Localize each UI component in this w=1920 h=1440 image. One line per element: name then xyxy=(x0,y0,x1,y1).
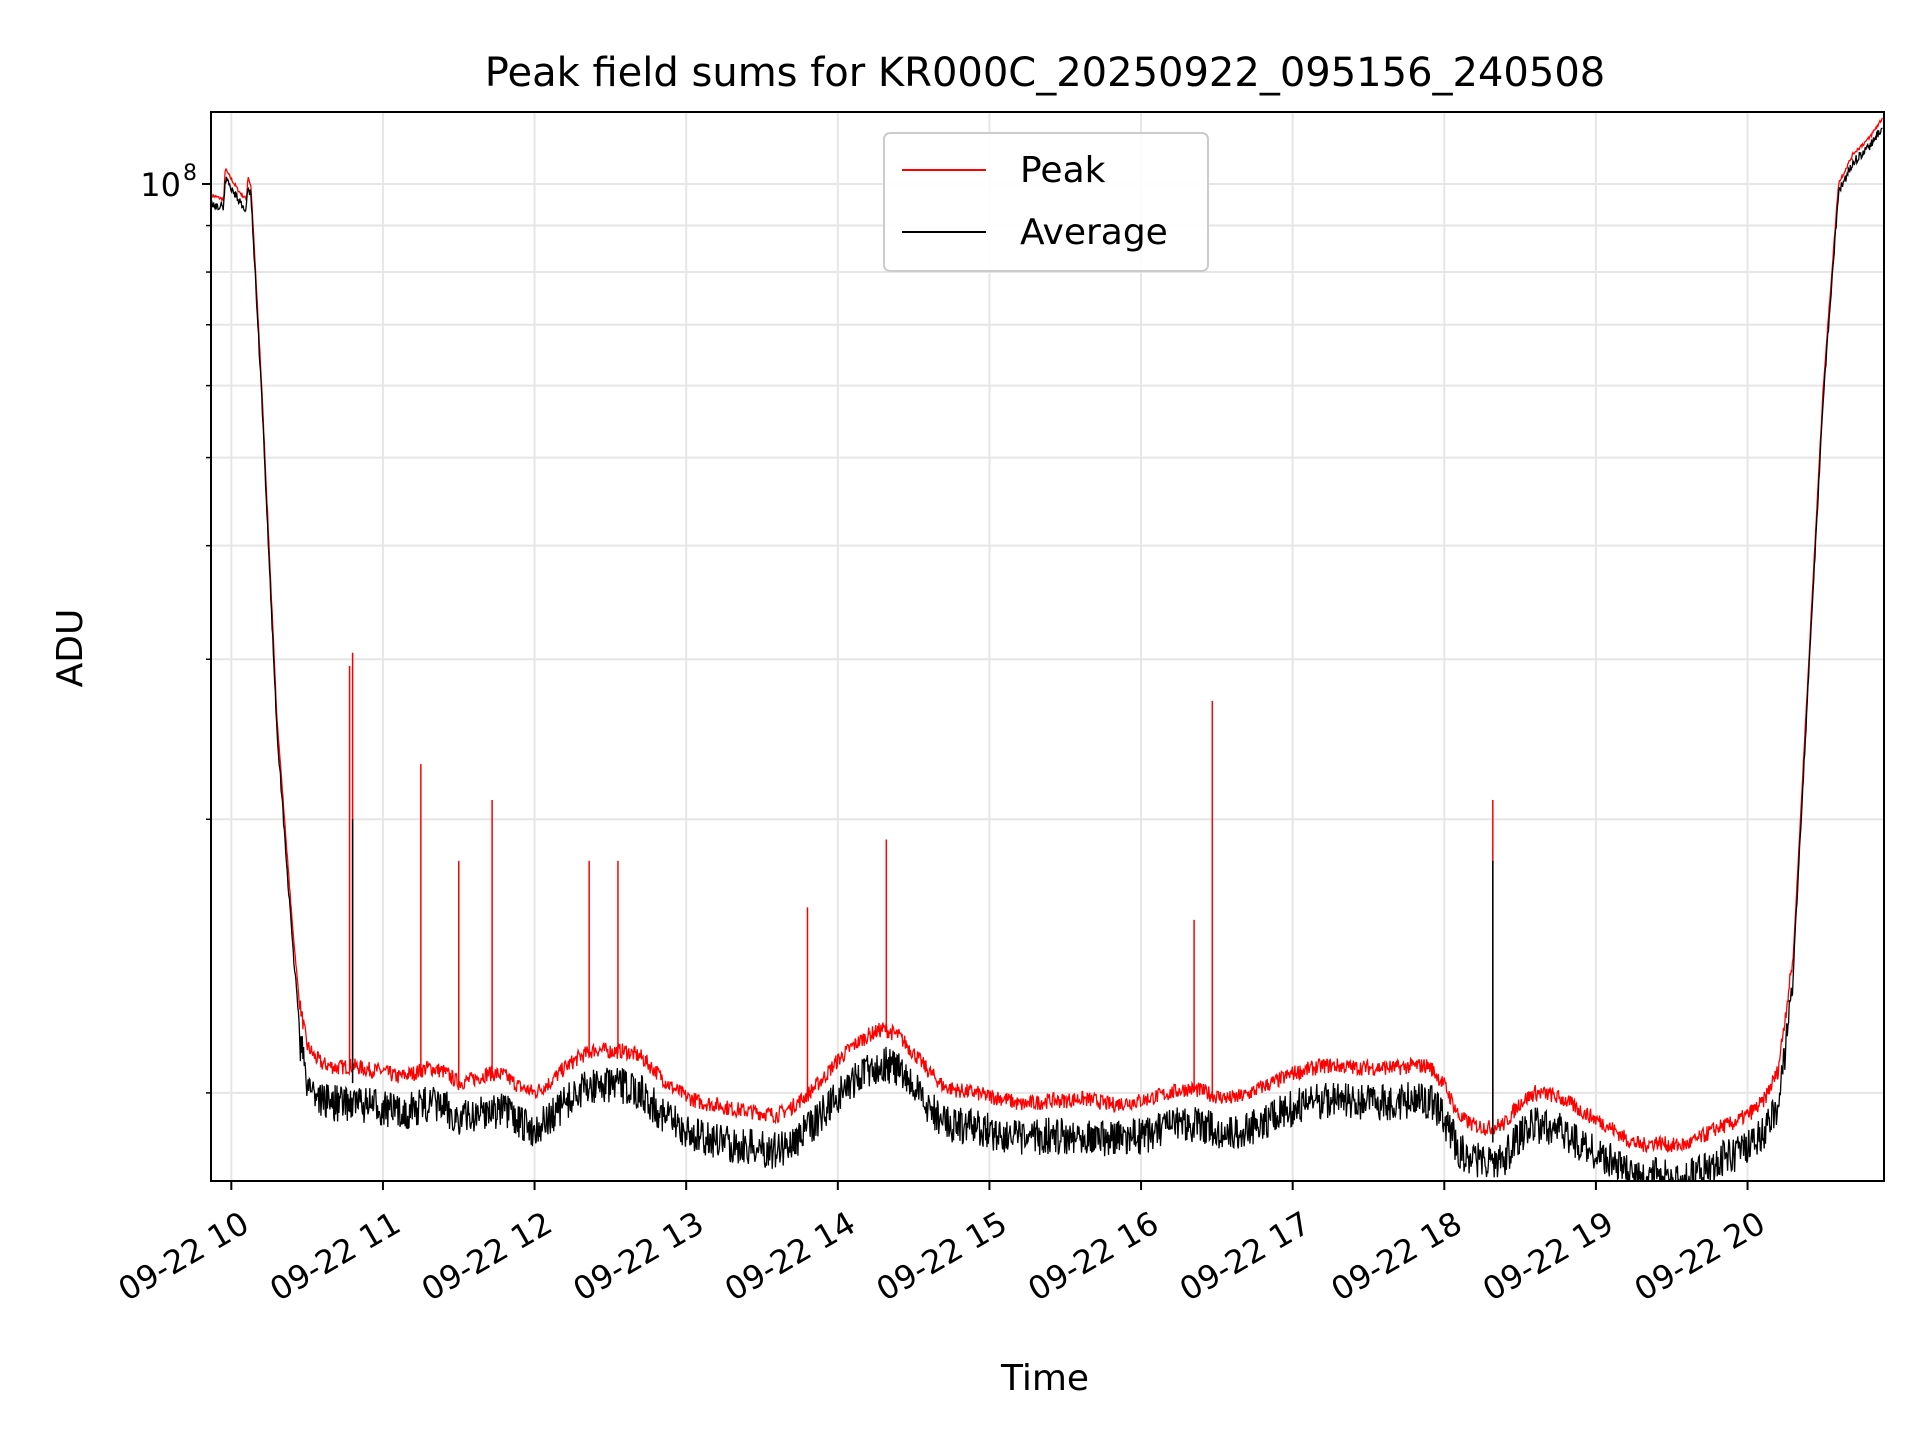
grid xyxy=(211,112,1884,1181)
legend: Peak Average xyxy=(883,132,1209,272)
x-axis-label: Time xyxy=(1000,1358,1089,1399)
legend-average-label: Average xyxy=(1020,212,1168,253)
y-tick-label-exponent: 8 xyxy=(183,161,197,186)
series-line-peak xyxy=(211,117,1883,1154)
series-line-average xyxy=(211,127,1883,1181)
chart-title: Peak field sums for KR000C_20250922_0951… xyxy=(485,50,1605,96)
series-layer xyxy=(211,117,1883,1181)
legend-peak-label: Peak xyxy=(1020,150,1106,191)
y-axis-label: ADU xyxy=(50,609,91,688)
plot-frame xyxy=(210,111,1885,1182)
y-tick-label: 10 xyxy=(140,166,181,204)
legend-box xyxy=(883,132,1209,272)
